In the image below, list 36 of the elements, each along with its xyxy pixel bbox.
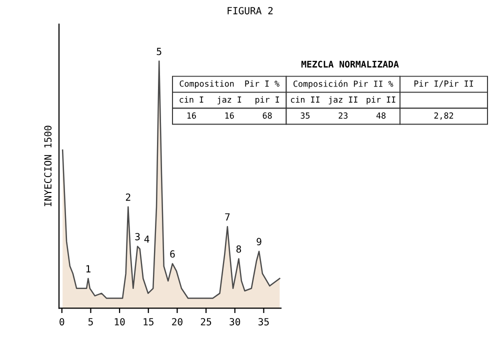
x-tick-label: 10: [114, 318, 125, 326]
annotation: 16: [225, 112, 234, 119]
annotation: 8: [236, 245, 242, 253]
text: cin II: [290, 96, 320, 103]
text: Composición Pir II %: [294, 80, 394, 89]
x-tick-label: 25: [200, 318, 212, 326]
annotation: 6: [170, 250, 175, 258]
annotation: 4: [144, 236, 150, 243]
text: 2,82: [434, 112, 454, 120]
annotation: 9: [256, 238, 262, 246]
annotation: cin I: [180, 96, 204, 103]
x-tick-label: 30: [230, 318, 240, 326]
annotation: 3: [135, 232, 140, 240]
annotation: 1: [86, 265, 90, 272]
x-tick-label: 20: [172, 318, 182, 326]
x-tick-label: 0: [60, 318, 64, 326]
x-tick-label: 5: [88, 318, 93, 326]
annotation: 16: [187, 112, 196, 119]
annotation: Composition Pir I %: [180, 80, 280, 88]
chart-title: FIGURA 2: [228, 6, 273, 14]
text: 48: [376, 112, 386, 119]
text: 35: [300, 112, 310, 119]
text: 23: [338, 112, 348, 119]
text: jaz II: [328, 96, 358, 104]
annotation: pir I: [256, 96, 280, 104]
text: pir II: [366, 96, 396, 104]
annotation: 5: [156, 48, 162, 56]
text: Pir I/Pir II: [414, 80, 474, 88]
text: MEZCLA NORMALIZADA: [301, 60, 399, 68]
annotation: jaz I: [218, 96, 242, 104]
x-tick-label: 35: [258, 318, 269, 326]
y-axis-title: INYECCION 1500: [44, 126, 52, 206]
annotation: 68: [262, 112, 272, 119]
annotation: 7: [225, 213, 230, 220]
annotation: 2: [126, 193, 130, 201]
x-tick-label: 15: [144, 318, 154, 326]
